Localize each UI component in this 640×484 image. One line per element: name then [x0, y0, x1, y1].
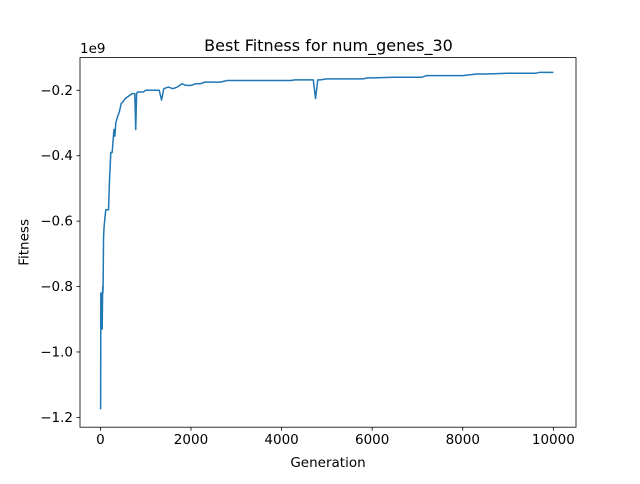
x-tick-label: 6000 — [355, 432, 389, 448]
plot-frame — [79, 57, 577, 428]
x-tick-label: 8000 — [446, 432, 480, 448]
x-axis-label: Generation — [290, 455, 365, 471]
x-tick-label: 0 — [96, 432, 105, 448]
x-tick-label: 4000 — [264, 432, 298, 448]
plot-area — [79, 57, 577, 428]
y-tick-label: −0.6 — [40, 214, 73, 230]
y-axis-offset-label: 1e9 — [80, 41, 105, 57]
series-line — [99, 71, 554, 410]
y-tick-label: −0.8 — [40, 279, 73, 295]
y-axis-ticks: −1.2 −1.0 −0.8 −0.6 −0.4 −0.2 — [40, 83, 80, 426]
x-axis-ticks: 0 2000 4000 6000 8000 10000 — [96, 427, 575, 448]
y-tick-label: −1.0 — [40, 344, 73, 360]
y-tick-label: −1.2 — [40, 410, 73, 426]
y-tick-label: −0.4 — [40, 148, 73, 164]
y-axis-label: Fitness — [17, 219, 33, 266]
y-tick-label: −0.2 — [40, 83, 73, 99]
chart-title: Best Fitness for num_genes_30 — [204, 36, 453, 56]
x-tick-label: 2000 — [174, 432, 208, 448]
plot-background — [80, 57, 576, 428]
x-tick-label: 10000 — [532, 432, 575, 448]
